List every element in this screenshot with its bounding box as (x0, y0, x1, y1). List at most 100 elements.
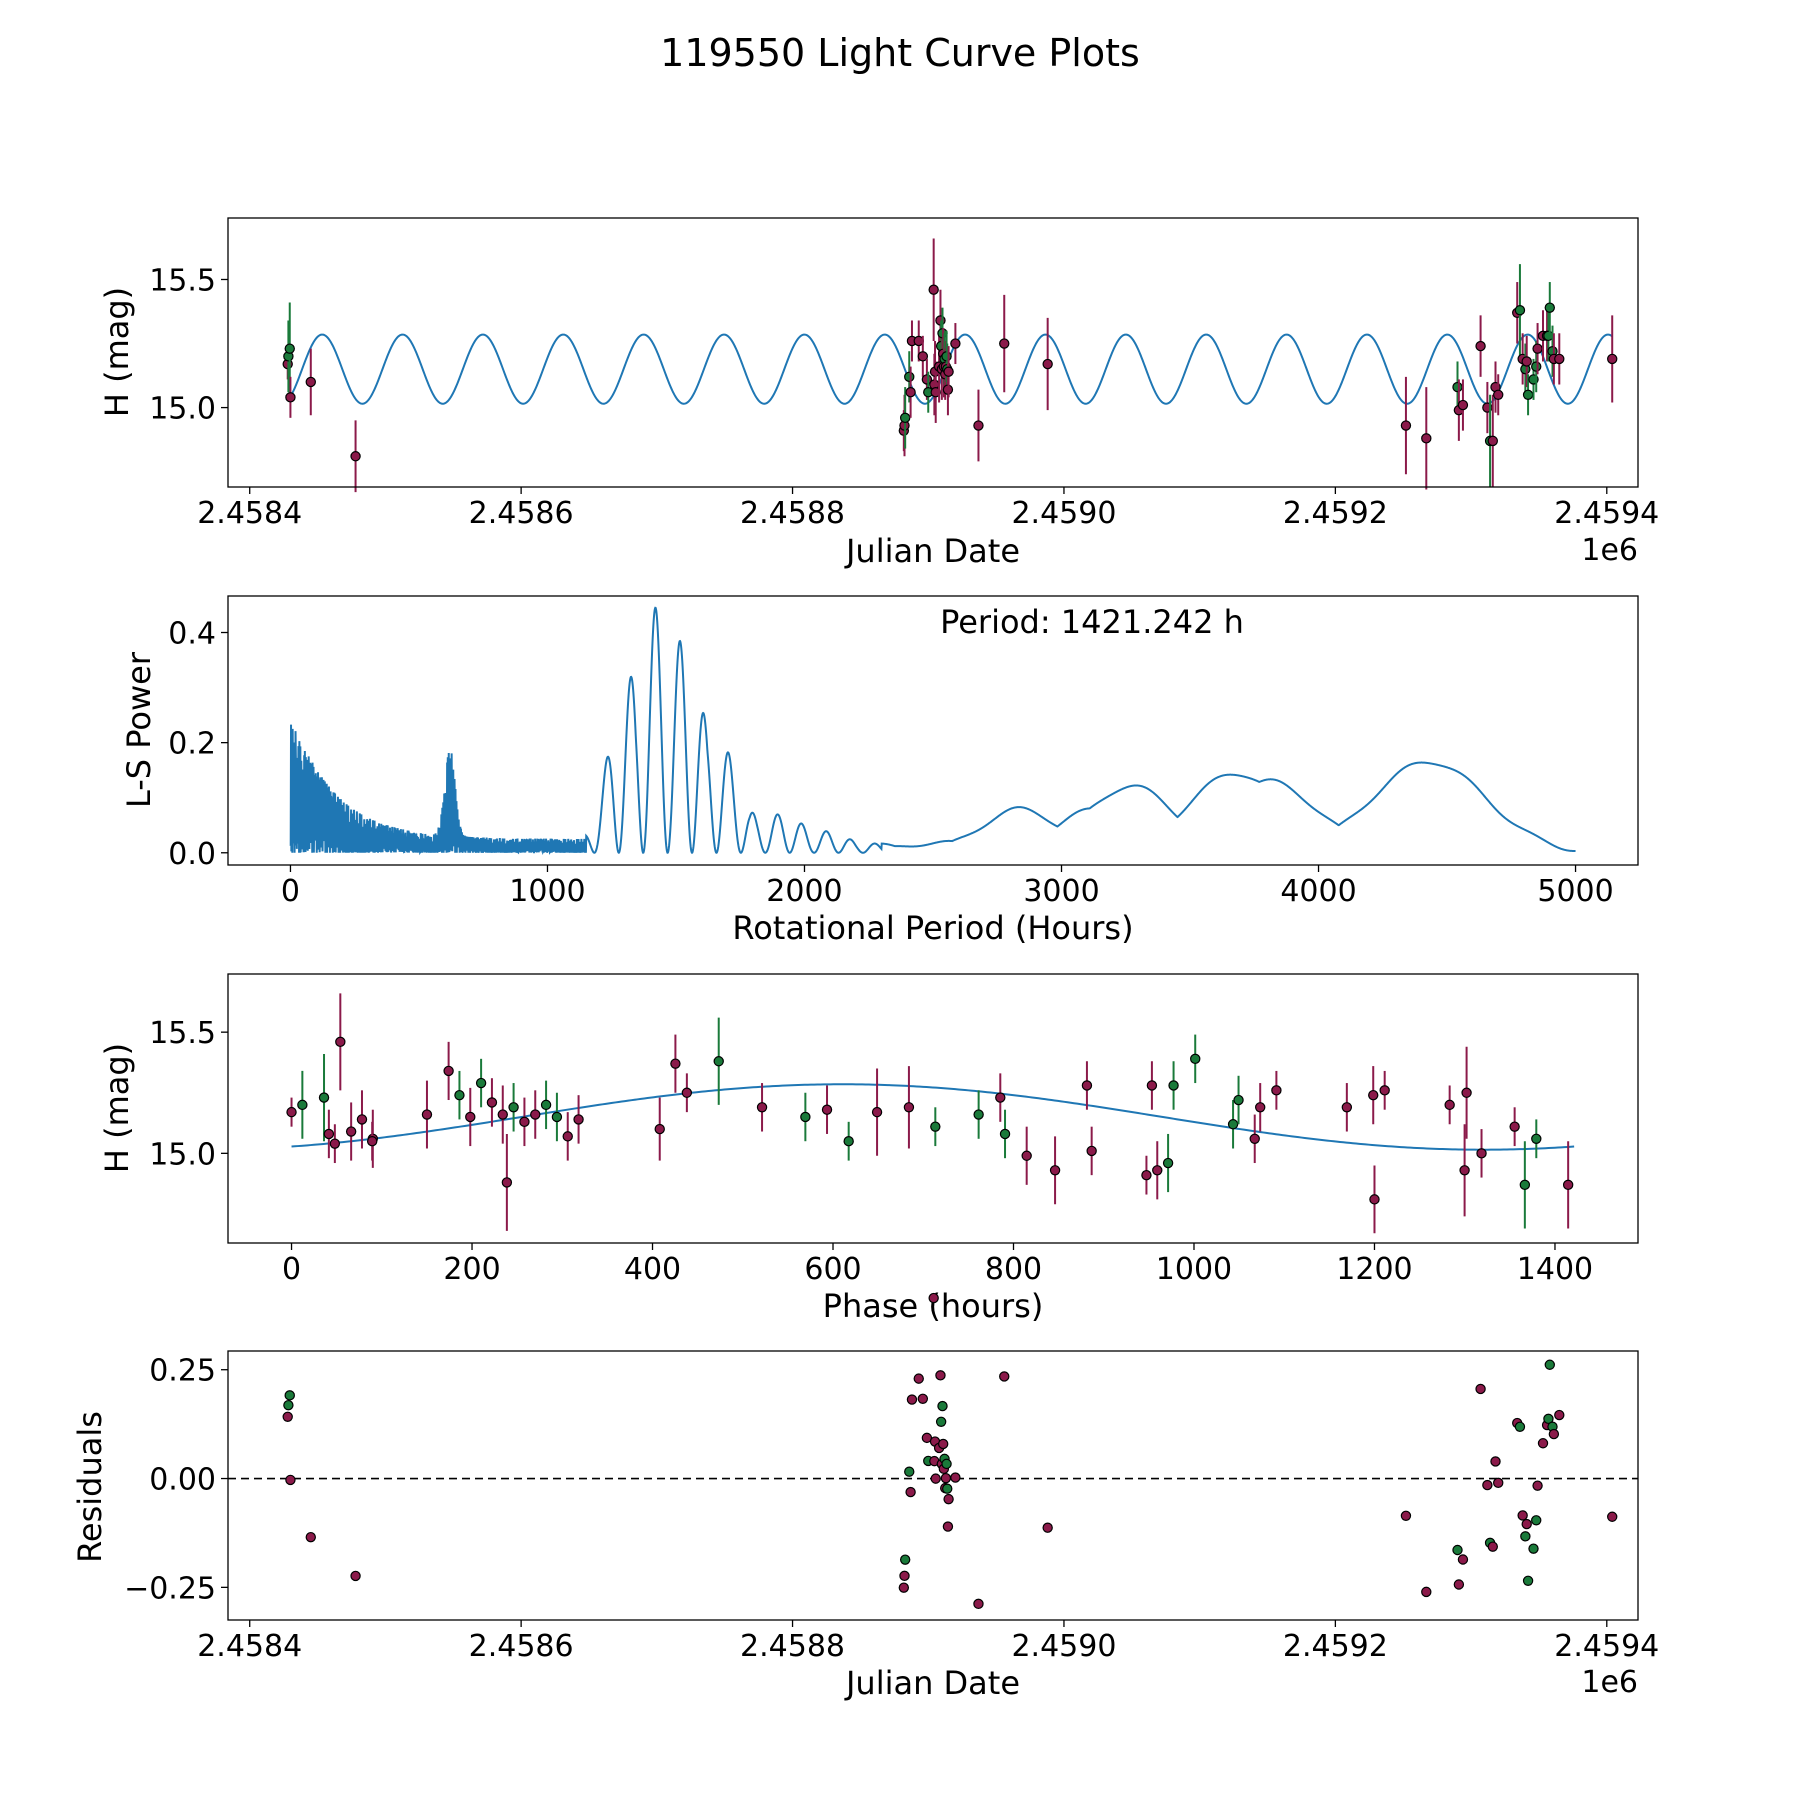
residuals-point (1554, 1409, 1565, 1421)
phased-ytick-label: 15.5 (149, 1016, 216, 1051)
phased-point (1081, 1080, 1093, 1091)
lightcurve-point (1521, 356, 1532, 367)
lightcurve-ylabel: H (mag) (98, 287, 136, 417)
periodogram-ticks: 0 1000 2000 3000 4000 5000 0.0 0.2 0.4 (168, 617, 1613, 909)
lightcurve-point (1544, 302, 1555, 313)
lightcurve-point (1475, 340, 1486, 352)
phased-point (1233, 1094, 1244, 1106)
phased-point (1086, 1145, 1097, 1157)
residuals-point (940, 1472, 952, 1484)
phased-point (297, 1099, 308, 1111)
residuals-point (1453, 1579, 1465, 1590)
periodogram-panel: 0 1000 2000 3000 4000 5000 0.0 0.2 0.4 Rotationa… (120, 595, 1639, 947)
lightcurve-point (904, 371, 915, 383)
residuals-plot-area (228, 1292, 1638, 1610)
period-annotation: Period: 1421.242 h (940, 603, 1244, 641)
residuals-point (928, 1292, 939, 1304)
lightcurve-point (1514, 305, 1526, 316)
residuals-xtick-label: 2.4594 (1554, 1629, 1659, 1664)
lightcurve-point (999, 338, 1010, 349)
residuals-point (973, 1598, 984, 1610)
phased-model-line (291, 1083, 1575, 1151)
residuals-xtick-label: 2.4584 (197, 1629, 302, 1664)
residuals-point (1522, 1575, 1534, 1586)
residuals-ytick-label: 0.00 (149, 1463, 216, 1498)
lightcurve-point (284, 343, 295, 354)
phased-point (821, 1104, 833, 1115)
residuals-point (937, 1400, 948, 1412)
residuals-point (1531, 1515, 1542, 1526)
phased-point (421, 1109, 433, 1120)
residuals-point (1400, 1510, 1412, 1521)
residuals-panel: 2.4584 2.4586 2.4588 2.4590 2.4592 2.4594 −0.2… (71, 1292, 1659, 1702)
periodogram-ytick-label: 0.4 (168, 617, 216, 652)
residuals-point (1421, 1586, 1432, 1598)
lightcurve-point (917, 351, 929, 362)
residuals-point (1517, 1510, 1528, 1521)
phased-point (562, 1131, 573, 1142)
phased-point (329, 1138, 341, 1149)
residuals-xtick-label: 2.4588 (740, 1629, 845, 1664)
residuals-ticks: 2.4584 2.4586 2.4588 2.4590 2.4592 2.4594 −0.2… (124, 1354, 1659, 1664)
lightcurve-offset-text: 1e6 (1581, 533, 1638, 568)
phased-point (1341, 1102, 1353, 1113)
phased-xtick-label: 400 (624, 1252, 681, 1287)
residuals-point (935, 1416, 947, 1428)
residuals-point (285, 1474, 296, 1486)
periodogram-power-line (289, 606, 1576, 856)
residuals-point (937, 1438, 949, 1450)
residuals-point (942, 1483, 953, 1494)
residuals-point (1544, 1359, 1555, 1370)
residuals-point (305, 1531, 316, 1543)
periodogram-frame (227, 595, 1639, 866)
periodogram-xtick-label: 5000 (1537, 874, 1613, 909)
residuals-point (1607, 1511, 1618, 1522)
lightcurve-point (973, 420, 984, 431)
residuals-point (1537, 1438, 1549, 1449)
phased-point (930, 1121, 941, 1132)
phased-point (681, 1087, 693, 1098)
residuals-xtick-label: 2.4592 (1283, 1629, 1388, 1664)
lightcurve-point (1457, 399, 1469, 411)
residuals-point (1457, 1554, 1469, 1565)
residuals-point (899, 1554, 911, 1565)
phased-ticks: 0 200 400 600 800 1000 1200 1400 15.0 15.5 (149, 1016, 1593, 1287)
residuals-point (930, 1473, 941, 1484)
residuals-point (1482, 1479, 1493, 1491)
residuals-xlabel: Julian Date (844, 1664, 1020, 1702)
phased-point (475, 1077, 487, 1089)
lightcurve-xtick-label: 2.4586 (469, 496, 574, 531)
phased-point (1190, 1053, 1201, 1065)
residuals-point (906, 1394, 918, 1405)
phased-point (366, 1136, 378, 1147)
lightcurve-point (1493, 389, 1504, 400)
residuals-point (1514, 1421, 1526, 1432)
phased-point (1141, 1169, 1152, 1181)
residuals-point (1042, 1522, 1053, 1533)
lightcurve-xtick-label: 2.4594 (1554, 496, 1659, 531)
lightcurve-point (943, 366, 954, 377)
phased-point (995, 1092, 1006, 1103)
residuals-point (905, 1486, 916, 1498)
phased-point (323, 1128, 335, 1140)
lightcurve-point (950, 338, 961, 349)
residuals-point (913, 1373, 924, 1384)
periodogram-xtick-label: 3000 (1023, 874, 1099, 909)
phased-point (1168, 1080, 1179, 1091)
phased-point (800, 1111, 811, 1123)
residuals-ylabel: Residuals (71, 1411, 109, 1563)
phased-plot-area (286, 993, 1575, 1234)
residuals-point (1528, 1543, 1539, 1554)
residuals-point (1475, 1383, 1486, 1395)
residuals-point (941, 1458, 952, 1470)
phased-point (1227, 1119, 1239, 1130)
lightcurve-plot-area (282, 238, 1618, 493)
phased-point (670, 1058, 681, 1069)
phased-point (356, 1114, 368, 1125)
phased-point (465, 1111, 476, 1123)
phased-point (1146, 1080, 1158, 1091)
phased-point (1461, 1087, 1472, 1098)
lightcurve-point (1400, 420, 1412, 431)
phased-xtick-label: 0 (282, 1252, 301, 1287)
